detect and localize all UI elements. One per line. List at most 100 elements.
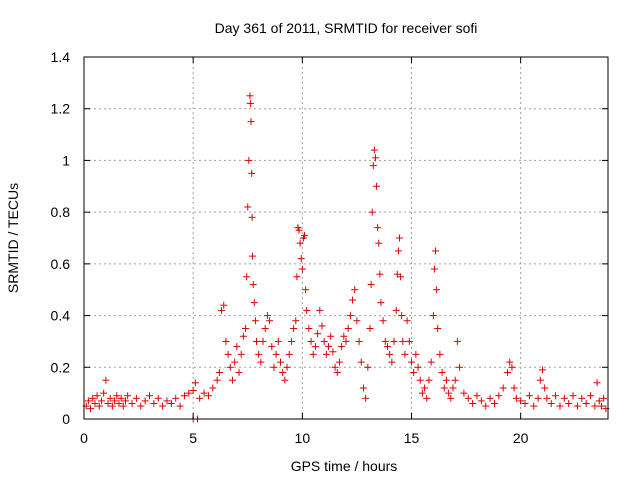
data-point [530, 402, 538, 410]
data-point [377, 299, 385, 307]
data-point [499, 384, 507, 392]
data-point [445, 389, 453, 397]
data-point [215, 368, 223, 376]
y-tick-label: 0.4 [51, 308, 71, 324]
data-point [277, 358, 284, 366]
data-point [185, 389, 193, 397]
data-point [251, 317, 259, 325]
data-point [228, 376, 236, 384]
data-point [432, 247, 440, 255]
data-point [305, 325, 313, 332]
data-point [293, 273, 301, 281]
data-point [263, 312, 271, 320]
data-point [430, 265, 438, 273]
data-point [442, 376, 450, 384]
y-tick-label: 1.4 [51, 49, 71, 65]
data-point [367, 281, 375, 289]
data-point [591, 402, 599, 410]
y-tick-label: 0.6 [51, 256, 71, 272]
data-point [303, 306, 311, 314]
data-point [320, 337, 328, 345]
data-point [423, 394, 431, 402]
data-point [248, 213, 256, 221]
data-point [163, 397, 171, 405]
data-point [418, 389, 426, 397]
data-point [93, 392, 101, 400]
data-point [421, 384, 429, 392]
x-tick-label: 15 [404, 430, 420, 446]
data-point [408, 358, 415, 366]
data-point [325, 343, 333, 351]
data-point [433, 286, 441, 294]
data-point [191, 379, 199, 387]
data-point [167, 399, 175, 407]
data-point [226, 363, 234, 371]
data-point [297, 255, 305, 263]
data-points [82, 92, 610, 423]
data-point [124, 392, 132, 400]
data-point [204, 392, 212, 400]
x-tick-label: 5 [189, 430, 197, 446]
data-point [249, 252, 257, 260]
data-point [456, 363, 464, 371]
data-point [132, 394, 140, 402]
data-point [279, 368, 287, 376]
data-point [429, 312, 437, 320]
data-point [451, 376, 459, 384]
data-point [364, 363, 372, 371]
data-point [270, 363, 278, 371]
data-point [102, 376, 110, 384]
y-tick-label: 0 [62, 411, 70, 427]
data-point [552, 392, 560, 400]
data-point [593, 379, 601, 387]
data-point [329, 348, 337, 356]
data-point [316, 306, 324, 314]
data-point [89, 394, 97, 402]
data-point [95, 402, 103, 410]
data-point [338, 343, 346, 351]
chart-title: Day 361 of 2011, SRMTID for receiver sof… [215, 20, 478, 36]
data-point [401, 350, 409, 358]
data-point [477, 397, 485, 405]
data-point [543, 394, 551, 402]
data-point [259, 337, 267, 345]
data-point [106, 394, 114, 402]
data-point [453, 337, 461, 345]
data-point [473, 392, 481, 400]
data-point [268, 343, 276, 351]
data-point [366, 325, 374, 332]
data-point [243, 273, 251, 281]
data-point [117, 394, 125, 402]
data-point [512, 394, 520, 402]
x-tick-label: 10 [295, 430, 311, 446]
data-point [115, 399, 123, 407]
data-point [383, 343, 391, 351]
data-point [440, 384, 448, 392]
data-point [218, 306, 226, 314]
data-point [266, 317, 274, 325]
data-point [349, 296, 357, 304]
data-point [436, 350, 444, 358]
data-point [245, 156, 253, 164]
data-point [285, 350, 293, 358]
data-point [427, 358, 435, 366]
data-point [242, 325, 250, 332]
data-point [374, 224, 382, 232]
data-point [403, 317, 411, 325]
data-point [301, 231, 309, 239]
data-point [340, 332, 348, 340]
x-axis-title: GPS time / hours [291, 458, 398, 474]
data-point [541, 384, 549, 392]
data-point [159, 402, 167, 410]
data-point [290, 325, 298, 332]
data-point [296, 239, 304, 247]
data-point [104, 399, 112, 407]
data-point [547, 399, 555, 407]
data-point [331, 363, 339, 371]
y-tick-label: 0.2 [51, 359, 71, 375]
data-point [434, 325, 442, 332]
data-point [335, 358, 343, 366]
data-point [573, 402, 581, 410]
data-point [146, 392, 153, 400]
data-point [311, 343, 319, 351]
